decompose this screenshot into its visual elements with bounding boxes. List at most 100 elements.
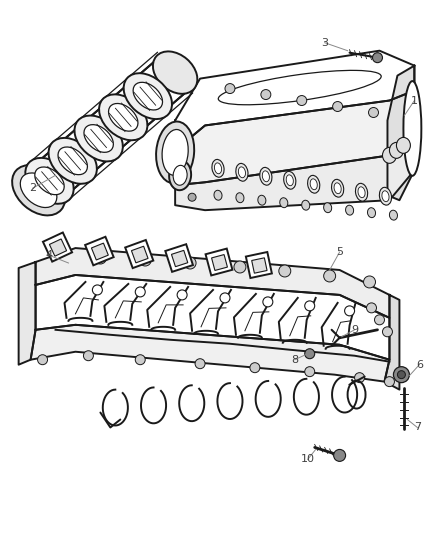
Bar xyxy=(246,252,272,278)
Ellipse shape xyxy=(302,200,310,210)
Ellipse shape xyxy=(133,82,162,110)
Circle shape xyxy=(305,301,314,311)
Polygon shape xyxy=(175,146,414,210)
Ellipse shape xyxy=(334,183,341,193)
Ellipse shape xyxy=(74,116,123,161)
Text: 6: 6 xyxy=(416,360,423,370)
Circle shape xyxy=(83,351,93,361)
Bar xyxy=(205,248,233,276)
Ellipse shape xyxy=(280,198,288,208)
Polygon shape xyxy=(388,66,414,200)
Ellipse shape xyxy=(356,183,367,201)
Circle shape xyxy=(250,362,260,373)
Text: 8: 8 xyxy=(291,354,298,365)
Circle shape xyxy=(367,303,377,313)
Ellipse shape xyxy=(109,103,138,131)
Ellipse shape xyxy=(49,138,97,184)
Ellipse shape xyxy=(58,147,88,175)
Polygon shape xyxy=(31,325,389,382)
Text: 7: 7 xyxy=(414,423,421,432)
Circle shape xyxy=(92,285,102,295)
Circle shape xyxy=(374,315,385,325)
Circle shape xyxy=(368,108,378,117)
Ellipse shape xyxy=(162,130,188,175)
Polygon shape xyxy=(19,262,35,365)
Ellipse shape xyxy=(324,203,332,213)
Ellipse shape xyxy=(236,164,248,181)
Ellipse shape xyxy=(35,167,64,195)
Ellipse shape xyxy=(358,187,365,198)
Ellipse shape xyxy=(153,51,198,94)
Circle shape xyxy=(382,327,392,337)
Ellipse shape xyxy=(236,193,244,203)
Ellipse shape xyxy=(238,167,245,177)
Ellipse shape xyxy=(173,165,187,185)
Ellipse shape xyxy=(84,125,113,152)
Ellipse shape xyxy=(379,187,392,205)
Ellipse shape xyxy=(346,205,353,215)
Ellipse shape xyxy=(262,171,269,182)
Bar xyxy=(92,243,108,260)
Ellipse shape xyxy=(25,158,74,204)
Text: 10: 10 xyxy=(301,455,315,464)
Ellipse shape xyxy=(403,81,421,176)
Bar xyxy=(49,239,67,256)
Circle shape xyxy=(305,349,314,359)
Text: 2: 2 xyxy=(29,183,36,193)
Circle shape xyxy=(135,287,145,297)
Text: 5: 5 xyxy=(336,247,343,257)
Circle shape xyxy=(364,276,375,288)
Ellipse shape xyxy=(212,159,224,177)
Circle shape xyxy=(279,265,291,277)
Bar xyxy=(131,246,148,263)
Ellipse shape xyxy=(258,195,266,205)
Circle shape xyxy=(372,53,382,63)
Circle shape xyxy=(393,367,410,383)
Ellipse shape xyxy=(367,208,375,217)
Ellipse shape xyxy=(382,191,389,201)
Ellipse shape xyxy=(260,167,272,185)
Polygon shape xyxy=(35,248,389,318)
Ellipse shape xyxy=(99,94,148,140)
Circle shape xyxy=(188,193,196,201)
Circle shape xyxy=(345,306,355,316)
Bar xyxy=(252,258,267,273)
Circle shape xyxy=(324,270,336,282)
Circle shape xyxy=(139,254,151,266)
Text: 9: 9 xyxy=(351,325,358,335)
Ellipse shape xyxy=(389,210,397,220)
Circle shape xyxy=(332,101,343,111)
Text: 4: 4 xyxy=(45,250,52,260)
Circle shape xyxy=(263,297,273,307)
Ellipse shape xyxy=(284,172,296,189)
Circle shape xyxy=(261,90,271,100)
Ellipse shape xyxy=(332,179,344,197)
Ellipse shape xyxy=(382,148,396,163)
Bar xyxy=(165,244,193,272)
Circle shape xyxy=(38,355,48,365)
Ellipse shape xyxy=(124,73,172,119)
Ellipse shape xyxy=(156,122,194,183)
Polygon shape xyxy=(175,91,414,185)
Polygon shape xyxy=(35,275,389,360)
Circle shape xyxy=(225,84,235,94)
Polygon shape xyxy=(385,295,399,390)
Ellipse shape xyxy=(286,175,293,185)
Circle shape xyxy=(385,377,395,386)
Ellipse shape xyxy=(214,190,222,200)
Circle shape xyxy=(234,261,246,273)
Bar xyxy=(212,255,227,270)
Polygon shape xyxy=(175,51,414,150)
Circle shape xyxy=(184,257,196,269)
Circle shape xyxy=(195,359,205,369)
Circle shape xyxy=(305,367,314,377)
Ellipse shape xyxy=(310,179,317,190)
Bar xyxy=(85,237,113,265)
Ellipse shape xyxy=(307,175,320,193)
Circle shape xyxy=(355,373,364,383)
Bar xyxy=(43,232,72,262)
Bar xyxy=(125,240,153,268)
Circle shape xyxy=(297,95,307,106)
Ellipse shape xyxy=(12,165,65,215)
Polygon shape xyxy=(24,56,190,207)
